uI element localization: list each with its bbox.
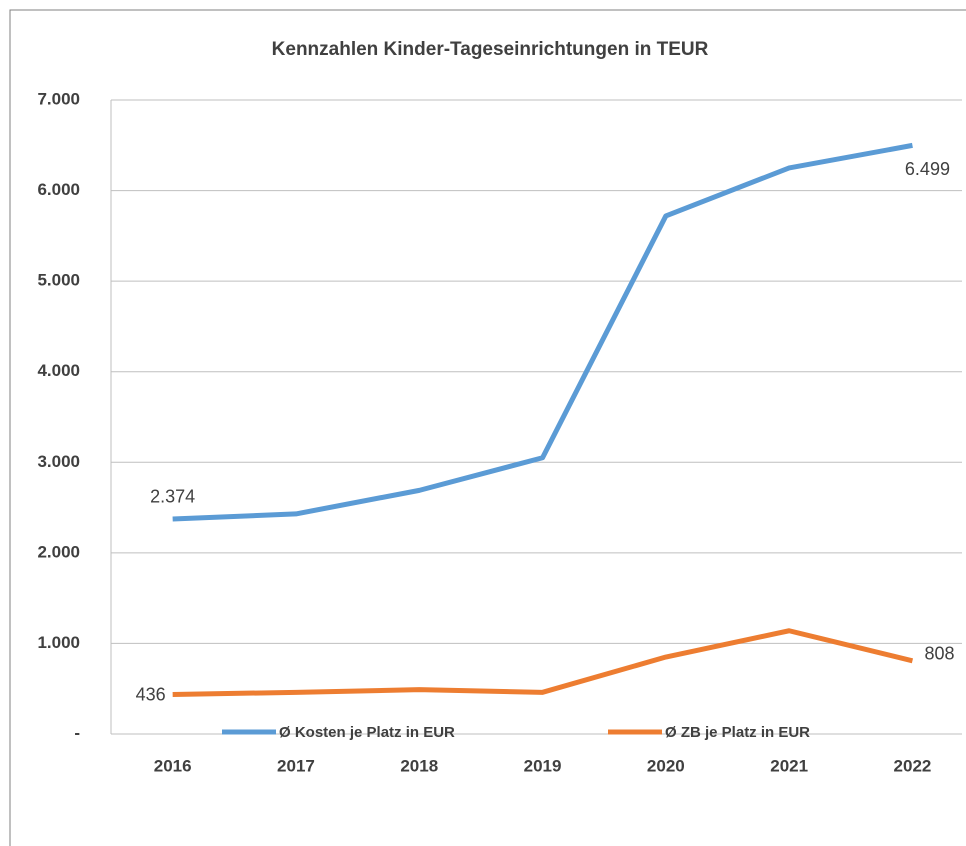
x-tick-label: 2022 [894,756,932,775]
data-label: 808 [924,644,954,664]
data-label: 2.374 [150,487,195,507]
y-tick-label: 1.000 [37,633,80,652]
x-tick-label: 2018 [400,756,438,775]
x-tick-label: 2019 [524,756,562,775]
chart-border [9,9,966,846]
data-label: 436 [136,684,166,704]
y-tick-label: 4.000 [37,361,80,380]
y-tick-label: 3.000 [37,452,80,471]
data-label: 6.499 [905,159,950,179]
legend-label: Ø Kosten je Platz in EUR [279,724,455,741]
y-tick-label: - [74,723,80,742]
legend-label: Ø ZB je Platz in EUR [665,724,810,741]
y-tick-label: 6.000 [37,180,80,199]
chart-title: Kennzahlen Kinder-Tageseinrichtungen in … [272,39,709,60]
series-line [172,142,913,522]
x-tick-label: 2017 [277,756,315,775]
x-tick-label: 2021 [770,756,808,775]
y-tick-label: 5.000 [37,271,80,290]
y-tick-label: 2.000 [37,542,80,561]
series-line [172,628,914,698]
x-tick-label: 2020 [647,756,685,775]
y-tick-label: 7.000 [37,89,80,108]
x-tick-label: 2016 [154,756,192,775]
